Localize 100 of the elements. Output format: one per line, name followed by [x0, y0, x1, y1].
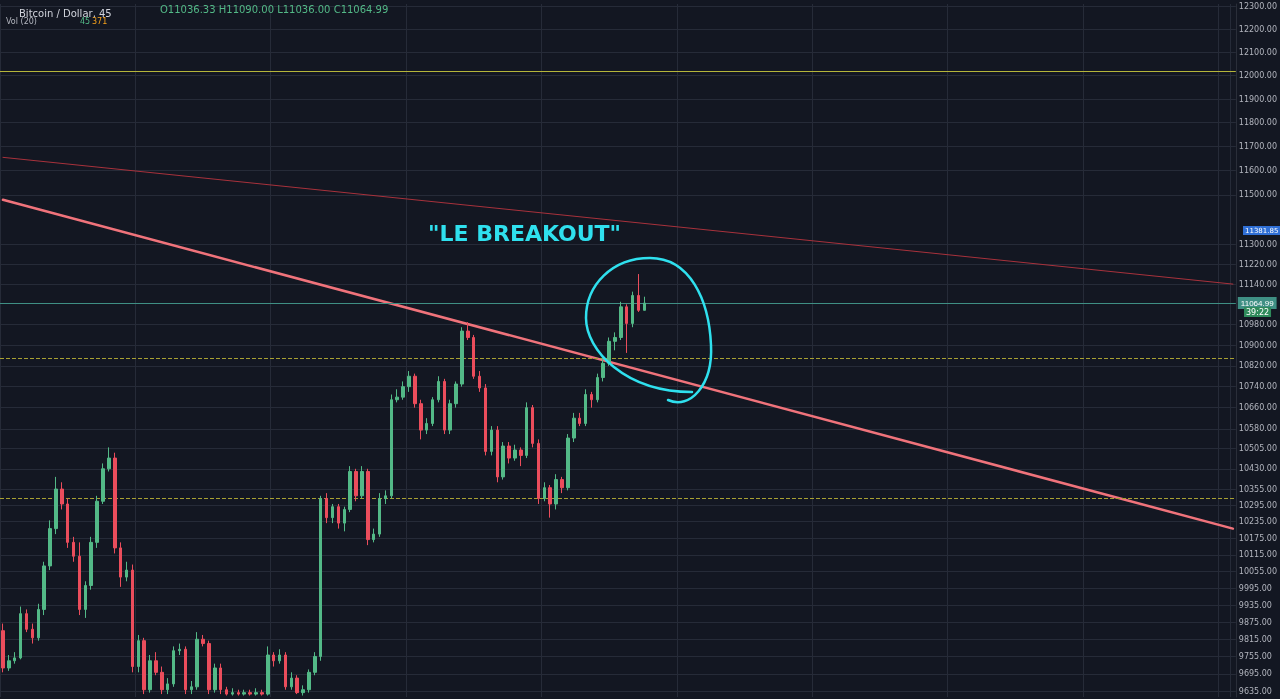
candlestick: [72, 536, 75, 563]
candlestick: [172, 645, 175, 688]
candlestick: [454, 380, 458, 409]
candlestick: [84, 580, 87, 619]
candlestick: [266, 645, 270, 697]
candlestick: [395, 388, 399, 403]
candlestick: [631, 291, 634, 328]
candlestick: [142, 637, 146, 695]
y-tick-label: 10820.00: [1238, 361, 1277, 371]
candlestick: [101, 462, 105, 505]
candlestick: [496, 425, 499, 483]
candlestick: [643, 296, 646, 311]
y-tick-label: 10740.00: [1238, 382, 1277, 392]
candlestick: [407, 370, 411, 393]
y-tick-label: 10660.00: [1238, 403, 1277, 413]
candlestick: [548, 484, 552, 519]
y-tick-label: 10235.00: [1238, 517, 1277, 527]
candlestick: [360, 465, 364, 500]
ref-line-label: 11064.99: [1240, 298, 1275, 308]
candlestick: [107, 446, 111, 472]
candlestick: [460, 326, 464, 388]
candlestick: [519, 446, 523, 467]
candlestick: [354, 468, 358, 502]
candlestick: [148, 654, 152, 694]
candlestick: [113, 452, 117, 554]
candlestick: [348, 465, 352, 513]
y-tick-label: 11700.00: [1238, 142, 1277, 152]
candlestick: [401, 380, 405, 401]
y-tick-label: 10980.00: [1238, 320, 1277, 330]
candlestick: [590, 391, 593, 409]
candlestick: [78, 541, 81, 616]
candlestick: [89, 536, 93, 591]
annotation: 45: [80, 16, 91, 26]
y-tick-label: 12000.00: [1238, 71, 1277, 81]
candlestick: [7, 654, 11, 672]
candlestick: [607, 336, 611, 367]
candlestick: [431, 396, 434, 427]
y-tick-label: 9635.00: [1238, 686, 1272, 696]
candlestick: [372, 528, 375, 543]
y-tick-label: 9755.00: [1238, 651, 1272, 661]
candlestick: [478, 370, 481, 393]
candlestick: [19, 606, 22, 660]
candlestick: [601, 357, 605, 382]
candlestick: [637, 273, 640, 313]
candlestick: [13, 651, 16, 665]
candlestick: [507, 441, 511, 464]
annotation: Vol (20): [6, 16, 37, 26]
candlestick: [537, 438, 540, 505]
candlestick: [490, 425, 493, 456]
candlestick: [596, 373, 599, 403]
candlestick: [560, 476, 564, 494]
candlestick: [66, 498, 69, 549]
candlestick: [95, 495, 99, 549]
candlestick: [272, 651, 275, 668]
candlestick: [48, 519, 52, 571]
candlestick: [254, 687, 258, 697]
annotation: 371: [92, 16, 108, 26]
candlestick: [437, 375, 440, 403]
y-tick-label: 10505.00: [1238, 444, 1277, 454]
candlestick: [578, 412, 581, 427]
candlestick: [137, 634, 140, 673]
y-tick-label: 12100.00: [1238, 47, 1277, 57]
candlestick: [278, 648, 281, 665]
candlestick: [513, 444, 517, 462]
y-tick-label: 9815.00: [1238, 634, 1272, 644]
y-tick-label: 9695.00: [1238, 669, 1272, 679]
candlestick: [290, 671, 293, 691]
candlestick: [448, 399, 452, 435]
candlestick: [554, 473, 558, 510]
text: 39:22: [1246, 307, 1270, 317]
candlestick: [566, 433, 570, 491]
annotation: O11036.33 H11090.00 L11036.00 C11064.99: [160, 3, 389, 15]
candlestick: [413, 373, 417, 409]
candlestick: [260, 689, 264, 697]
candlestick: [37, 603, 40, 642]
y-tick-label: 10900.00: [1238, 340, 1277, 350]
candlestick: [1, 623, 5, 673]
candlestick: [543, 481, 546, 502]
candlestick: [313, 651, 317, 676]
y-tick-label: 12200.00: [1238, 24, 1277, 34]
candlestick: [525, 401, 528, 459]
candlestick: [195, 631, 199, 691]
candlestick: [207, 640, 211, 695]
candlestick: [337, 503, 340, 530]
y-tick-label: 11600.00: [1238, 166, 1277, 176]
candlestick: [531, 404, 534, 448]
candlestick: [125, 561, 128, 582]
candlestick: [384, 489, 387, 505]
candlestick: [248, 689, 252, 697]
y-tick-label: 11300.00: [1238, 239, 1277, 249]
candlestick: [60, 481, 64, 510]
y-tick-label: 10055.00: [1238, 567, 1277, 576]
candlestick: [160, 666, 164, 695]
y-tick-label: 10355.00: [1238, 484, 1277, 494]
y-tick-label: 10295.00: [1238, 500, 1277, 510]
y-tick-label: 9875.00: [1238, 617, 1272, 627]
candlestick: [31, 623, 34, 645]
candlestick: [584, 388, 587, 427]
y-tick-label: 10115.00: [1238, 550, 1277, 560]
candlestick: [419, 399, 423, 440]
